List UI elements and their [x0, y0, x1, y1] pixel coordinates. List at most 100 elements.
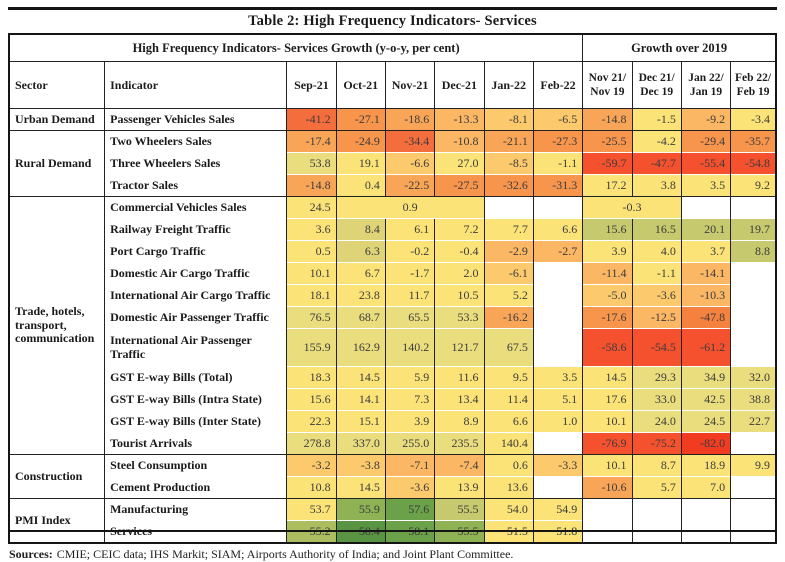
value-cell: 3.7 — [680, 240, 731, 263]
value-cell: 27.0 — [434, 152, 485, 175]
value-cell: 23.8 — [335, 284, 386, 307]
table-head: High Frequency Indicators- Services Grow… — [8, 33, 777, 109]
table-row: Port Cargo Traffic 0.5 6.3 -0.2 -0.4 -2.9 -2.7… — [9, 240, 776, 263]
value-cell: 53.7 — [286, 498, 337, 521]
indicator-cell: Steel Consumption — [104, 454, 287, 477]
value-cell: -7.4 — [434, 454, 485, 477]
table-row: Domestic Air Passenger Traffic 76.5 68.7 65… — [9, 306, 776, 329]
value-cell: 13.4 — [434, 388, 485, 411]
value-cell: 6.3 — [335, 240, 386, 263]
table-row: Urban Demand Passenger Vehicles Sales -41.… — [9, 108, 776, 131]
value-cell: 16.5 — [631, 218, 682, 241]
table-row: GST E-way Bills (Total) 18.3 14.5 5.9 11.6 9.… — [9, 366, 776, 389]
value-cell: 54.9 — [532, 498, 583, 521]
empty-cell — [631, 498, 682, 521]
growth-column-header: Dec 21/Dec 19 — [631, 61, 682, 109]
value-cell: 140.2 — [384, 328, 435, 367]
indicator-cell: Three Wheelers Sales — [104, 152, 287, 175]
value-cell: -55.4 — [680, 152, 731, 175]
value-cell: 18.3 — [286, 366, 337, 389]
indicator-cell: International Air Cargo Traffic — [104, 284, 287, 307]
table-row: International Air Passenger Traffic 155.9… — [9, 328, 776, 367]
growth-column-header: Jan 22/Jan 19 — [680, 61, 732, 109]
value-cell: 33.0 — [631, 388, 682, 411]
value-cell: -58.6 — [582, 328, 633, 367]
value-cell: 9.9 — [730, 454, 776, 477]
value-cell: 14.5 — [335, 366, 386, 389]
month-column-header: Feb-22 — [532, 61, 584, 109]
sources-note: Sources: CMIE; CEIC data; IHS Markit; SIA… — [8, 544, 777, 562]
empty-cell — [680, 498, 731, 521]
value-cell: 3.5 — [680, 174, 731, 197]
value-cell: 1.0 — [532, 410, 583, 433]
hfi-table: High Frequency Indicators- Services Grow… — [8, 33, 777, 544]
indicator-cell: Two Wheelers Sales — [104, 130, 287, 153]
value-cell: 38.8 — [730, 388, 776, 411]
value-cell: 15.6 — [286, 388, 337, 411]
value-cell: -31.3 — [532, 174, 583, 197]
month-column-header: Jan-22 — [483, 61, 534, 109]
value-cell: 54.0 — [483, 498, 534, 521]
value-cell: -35.7 — [730, 130, 776, 153]
table-row: Cement Production 10.8 14.5 -3.6 13.9 13.6 -10… — [9, 476, 776, 499]
value-cell: 10.1 — [582, 454, 633, 477]
sector-cell: Trade, hotels, transport, communication — [9, 196, 105, 455]
value-cell: 29.3 — [631, 366, 682, 389]
table-row: International Air Cargo Traffic 18.1 23.8 1… — [9, 284, 776, 307]
empty-cell — [532, 196, 583, 219]
value-cell: 65.5 — [384, 306, 435, 329]
value-cell: 8.7 — [631, 454, 682, 477]
value-cell: 24.0 — [631, 410, 682, 433]
value-cell: 4.0 — [631, 240, 682, 263]
sector-cell: PMI Index — [9, 498, 105, 543]
indicator-cell: International Air Passenger Traffic — [104, 328, 287, 367]
value-cell: 11.7 — [384, 284, 435, 307]
value-cell: 121.7 — [434, 328, 485, 367]
value-cell: -0.3 — [582, 196, 682, 219]
value-cell: -10.8 — [434, 130, 485, 153]
growth-over-2019-span-header: Growth over 2019 — [582, 33, 777, 62]
value-cell: -22.5 — [384, 174, 435, 197]
value-cell: -6.6 — [384, 152, 435, 175]
value-cell: 255.0 — [384, 432, 435, 455]
value-cell: -8.5 — [483, 152, 534, 175]
value-cell: 0.4 — [335, 174, 386, 197]
table-row: Rural Demand Two Wheelers Sales -17.4 -24.9… — [9, 130, 776, 197]
value-cell: 337.0 — [335, 432, 386, 455]
sector-column-header: Sector — [8, 61, 106, 109]
value-cell: -3.4 — [730, 108, 776, 131]
value-cell: -10.6 — [582, 476, 633, 499]
growth-column-header: Nov 21/Nov 19 — [582, 61, 633, 109]
value-cell: 19.7 — [730, 218, 776, 241]
value-cell: -6.1 — [483, 262, 534, 285]
page: Table 2: High Frequency Indicators- Serv… — [8, 7, 777, 561]
indicator-cell: Manufacturing — [104, 498, 287, 521]
value-cell: -29.4 — [680, 130, 731, 153]
table-row: Tourist Arrivals 278.8 337.0 255.0 235.5 140.… — [9, 432, 776, 455]
value-cell: -8.1 — [483, 108, 534, 131]
empty-cell — [730, 328, 776, 367]
empty-cell — [532, 476, 583, 499]
sector-cell: Urban Demand — [9, 108, 105, 131]
value-cell: -12.5 — [631, 306, 682, 329]
value-cell: 0.6 — [483, 454, 534, 477]
value-cell: 3.8 — [631, 174, 682, 197]
value-cell: -76.9 — [582, 432, 633, 455]
value-cell: 8.4 — [335, 218, 386, 241]
indicator-cell: Domestic Air Cargo Traffic — [104, 262, 287, 285]
value-cell: -34.4 — [384, 130, 435, 153]
span-header-row: High Frequency Indicators- Services Grow… — [8, 33, 777, 62]
value-cell: 8.8 — [730, 240, 776, 263]
table-row: GST E-way Bills (Inter State) 22.3 15.1 3.9… — [9, 410, 776, 433]
value-cell: 0.9 — [335, 196, 485, 219]
value-cell: 22.3 — [286, 410, 337, 433]
table-row: Construction Steel Consumption -3.2 -3.8 -7.… — [9, 454, 776, 499]
value-cell: -24.9 — [335, 130, 386, 153]
value-cell: -1.5 — [631, 108, 682, 131]
value-cell: -9.2 — [680, 108, 731, 131]
value-cell: 17.2 — [582, 174, 633, 197]
top-rule — [8, 7, 777, 10]
table-title: Table 2: High Frequency Indicators- Serv… — [248, 13, 537, 29]
value-cell: 3.9 — [384, 410, 435, 433]
table-row: GST E-way Bills (Intra State) 15.6 14.1 7.3… — [9, 388, 776, 411]
